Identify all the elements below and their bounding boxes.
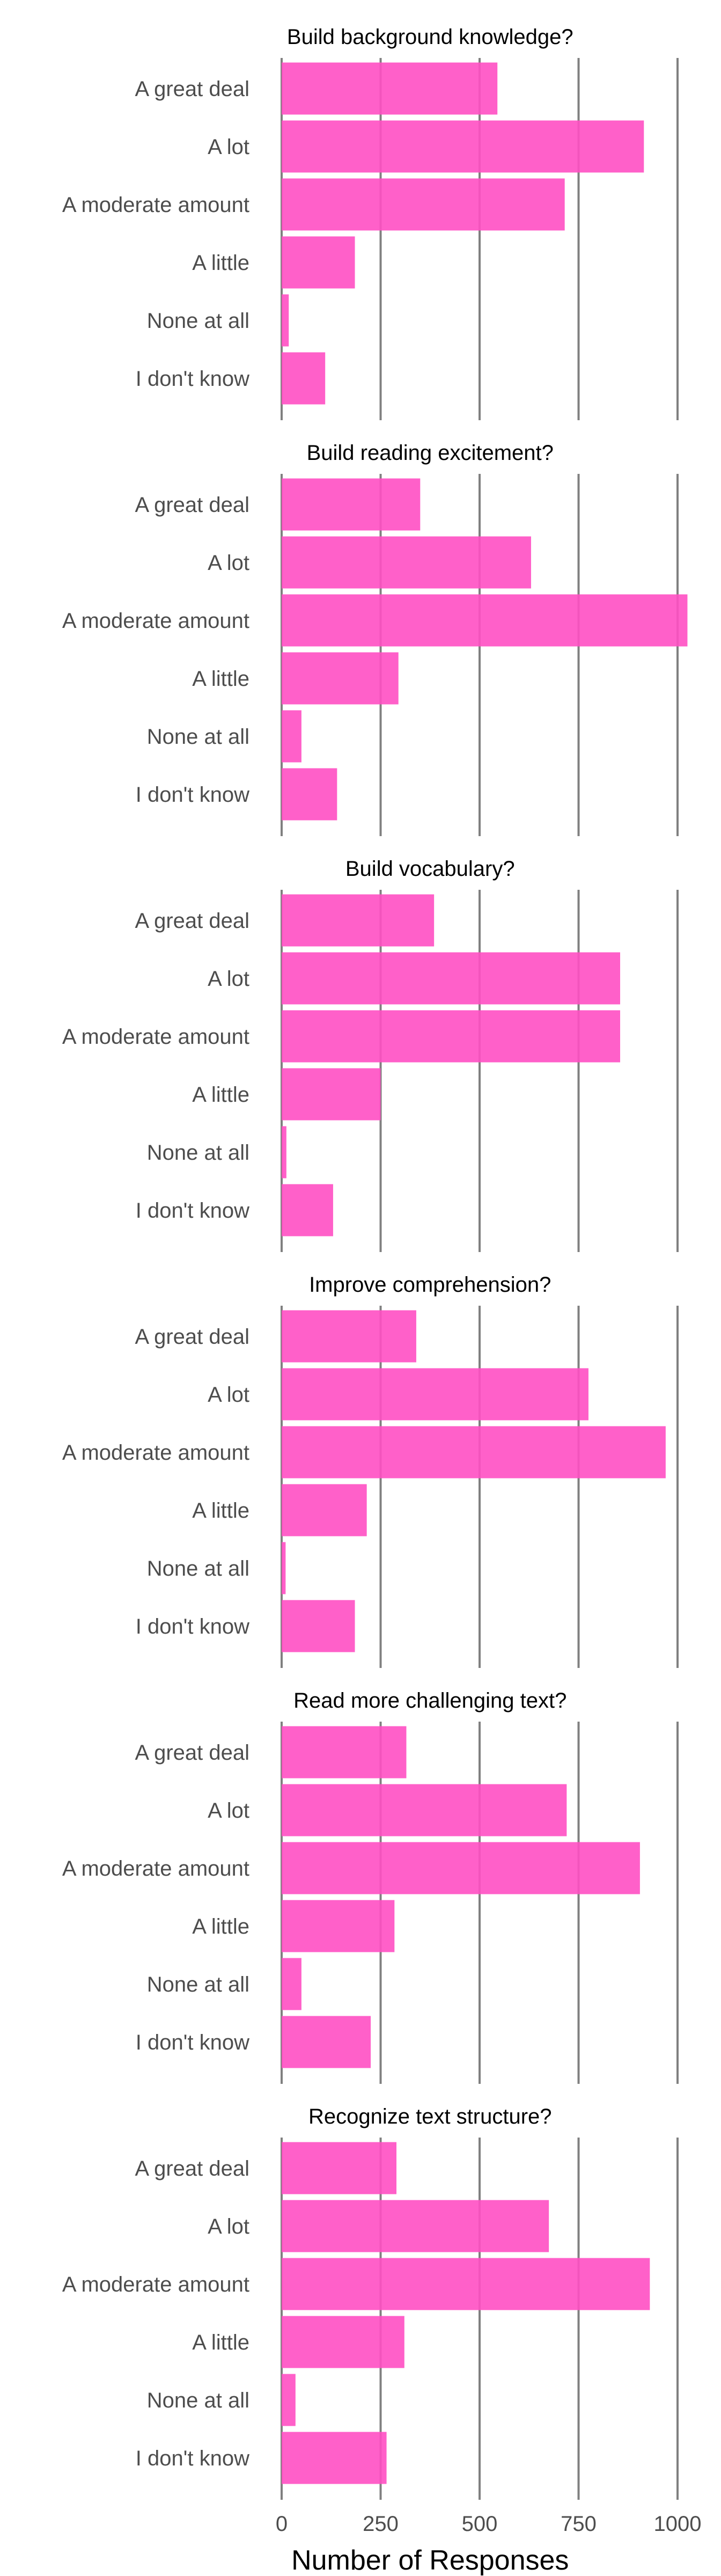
category-label: I don't know <box>136 367 249 391</box>
bar <box>282 1900 395 1952</box>
bar <box>282 2142 397 2194</box>
bar <box>282 62 498 115</box>
category-label: I don't know <box>136 1615 249 1638</box>
bar <box>282 478 421 531</box>
x-tick-label: 750 <box>561 2512 597 2536</box>
facet-panel: Build background knowledge? A great deal A… <box>62 25 679 420</box>
category-label: A moderate amount <box>62 609 249 633</box>
bar <box>282 768 337 821</box>
x-tick-label: 500 <box>462 2512 498 2536</box>
category-label: A little <box>192 251 249 275</box>
bar <box>282 2200 549 2252</box>
x-axis-title: Number of Responses <box>291 2545 569 2576</box>
category-label: I don't know <box>136 2447 249 2470</box>
bar <box>282 1784 567 1836</box>
category-label: A lot <box>208 1383 249 1407</box>
category-label: A little <box>192 667 249 691</box>
facet-title: Build reading excitement? <box>307 441 554 465</box>
bar <box>282 894 435 947</box>
bar <box>282 236 355 289</box>
category-label: A great deal <box>135 909 250 933</box>
facet-panel: Improve comprehension? A great deal A lot A… <box>62 1273 679 1668</box>
category-label: None at all <box>147 1141 249 1165</box>
category-label: A moderate amount <box>62 1025 249 1049</box>
bar <box>282 1842 640 1894</box>
facet-title: Build background knowledge? <box>287 25 573 49</box>
bar <box>282 1600 355 1652</box>
facet-panel: Recognize text structure? A great deal A l… <box>62 2105 679 2500</box>
facet-title: Improve comprehension? <box>309 1273 551 1297</box>
facet-panel: Build vocabulary? A great deal A lot A mode… <box>62 857 679 1252</box>
bar <box>282 536 531 589</box>
bar <box>282 652 399 705</box>
bar <box>282 594 688 647</box>
facet-title: Recognize text structure? <box>308 2105 552 2128</box>
bar <box>282 710 301 763</box>
bar <box>282 1726 407 1779</box>
bar <box>282 1126 286 1179</box>
category-label: None at all <box>147 2389 249 2412</box>
bar <box>282 2374 296 2426</box>
bar <box>282 952 620 1005</box>
category-label: A great deal <box>135 1741 250 1765</box>
category-label: A lot <box>208 2215 249 2238</box>
category-label: A moderate amount <box>62 193 249 217</box>
x-tick-label: 0 <box>276 2512 288 2536</box>
category-label: A lot <box>208 1799 249 1823</box>
category-label: A lot <box>208 551 249 575</box>
bar <box>282 1542 286 1594</box>
bar <box>282 2432 387 2484</box>
bar <box>282 1368 588 1421</box>
category-label: A lot <box>208 135 249 159</box>
bar <box>282 120 644 173</box>
bar <box>282 294 289 347</box>
bar <box>282 1068 381 1121</box>
category-label: None at all <box>147 1557 249 1580</box>
category-label: A moderate amount <box>62 1441 249 1465</box>
bar <box>282 1010 620 1063</box>
bar <box>282 2258 650 2310</box>
category-label: A great deal <box>135 493 250 517</box>
category-label: None at all <box>147 1973 249 1996</box>
bar <box>282 178 565 231</box>
bar <box>282 352 326 405</box>
bar <box>282 1184 333 1236</box>
facet-title: Read more challenging text? <box>293 1689 566 1713</box>
category-label: A little <box>192 1915 249 1938</box>
category-label: I don't know <box>136 2031 249 2054</box>
bar <box>282 1484 367 1536</box>
facet-panel: Build reading excitement? A great deal A l… <box>62 441 688 836</box>
facet-title: Build vocabulary? <box>345 857 515 881</box>
x-tick-label: 250 <box>363 2512 399 2536</box>
bar <box>282 2316 404 2368</box>
category-label: A little <box>192 1083 249 1107</box>
category-label: A moderate amount <box>62 2273 249 2296</box>
category-label: None at all <box>147 725 249 749</box>
category-label: None at all <box>147 309 249 333</box>
category-label: A moderate amount <box>62 1857 249 1880</box>
category-label: A little <box>192 1499 249 1523</box>
category-label: A little <box>192 2331 249 2354</box>
category-label: A lot <box>208 967 249 991</box>
category-label: I don't know <box>136 1199 249 1223</box>
bar <box>282 1958 301 2010</box>
facet-panel: Read more challenging text? A great deal A… <box>62 1689 679 2084</box>
category-label: A great deal <box>135 77 250 101</box>
category-label: I don't know <box>136 783 249 807</box>
bar <box>282 2016 371 2068</box>
category-label: A great deal <box>135 2157 250 2180</box>
bar <box>282 1310 416 1363</box>
x-tick-label: 1000 <box>654 2512 702 2536</box>
bar <box>282 1426 666 1479</box>
category-label: A great deal <box>135 1325 250 1349</box>
